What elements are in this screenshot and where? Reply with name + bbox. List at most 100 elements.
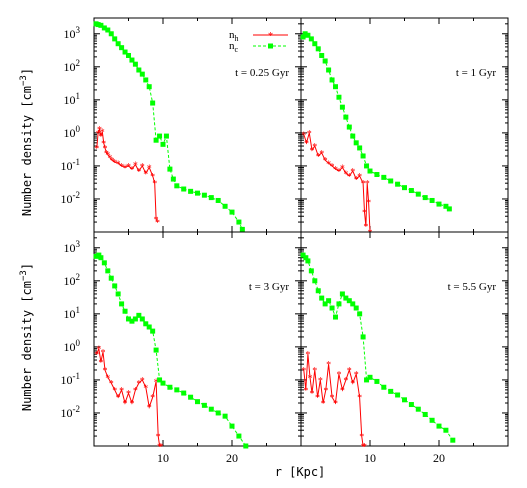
point-cold xyxy=(367,168,373,174)
point-cold xyxy=(443,427,449,433)
point-hot: * xyxy=(109,156,114,167)
point-cold xyxy=(336,94,342,100)
point-cold xyxy=(188,188,194,194)
x-tick-label: 10 xyxy=(157,451,169,465)
point-hot: * xyxy=(143,169,148,180)
point-cold xyxy=(153,347,159,353)
point-hot: * xyxy=(109,379,114,390)
point-cold xyxy=(305,258,311,264)
point-hot: * xyxy=(156,432,161,443)
point-cold xyxy=(122,308,128,314)
point-hot: * xyxy=(310,389,315,400)
point-cold xyxy=(108,275,114,281)
point-cold xyxy=(153,137,159,143)
point-cold xyxy=(322,301,328,307)
point-hot: * xyxy=(133,161,138,172)
point-cold xyxy=(343,114,349,120)
point-hot: * xyxy=(301,130,306,141)
point-cold xyxy=(201,192,207,198)
point-hot: * xyxy=(103,366,108,377)
point-hot: * xyxy=(343,169,348,180)
point-cold xyxy=(308,36,314,42)
point-hot: * xyxy=(104,149,109,160)
point-hot: * xyxy=(147,163,152,174)
point-hot: * xyxy=(357,172,362,183)
point-hot: * xyxy=(340,386,345,397)
y-tick-label: 103 xyxy=(64,239,81,255)
point-cold xyxy=(381,384,387,390)
point-hot: * xyxy=(350,379,355,390)
point-hot: * xyxy=(365,179,370,190)
point-hot: * xyxy=(150,172,155,183)
point-hot: * xyxy=(326,159,331,170)
point-cold xyxy=(343,295,349,301)
point-cold xyxy=(157,377,163,383)
point-cold xyxy=(243,443,249,449)
point-cold xyxy=(160,141,166,147)
panel-annotation: t = 1 Gyr xyxy=(456,67,496,79)
point-cold xyxy=(119,301,125,307)
point-cold xyxy=(339,291,345,297)
point-hot: * xyxy=(323,386,328,397)
panel-annotation: t = 0.25 Gyr xyxy=(235,67,289,79)
point-cold xyxy=(143,321,149,327)
point-cold xyxy=(312,41,318,47)
point-hot: * xyxy=(126,162,131,173)
point-hot: * xyxy=(330,162,335,173)
point-cold xyxy=(101,25,107,31)
point-hot: * xyxy=(100,348,105,359)
point-hot: * xyxy=(323,156,328,167)
series-line-cold xyxy=(302,254,454,441)
point-cold xyxy=(132,61,138,67)
point-hot: * xyxy=(94,144,99,155)
point-cold xyxy=(222,413,228,419)
point-hot: * xyxy=(340,163,345,174)
point-hot: * xyxy=(319,149,324,160)
point-cold xyxy=(302,31,308,37)
point-hot: * xyxy=(336,370,341,381)
point-cold xyxy=(229,209,235,215)
point-cold xyxy=(353,140,359,146)
point-cold xyxy=(139,316,145,322)
point-cold xyxy=(326,67,332,73)
y-tick-label: 101 xyxy=(64,305,81,321)
point-cold xyxy=(350,301,356,307)
legend-label-cold: nc xyxy=(229,40,239,54)
point-hot: * xyxy=(154,215,159,226)
point-cold xyxy=(357,311,363,317)
point-cold xyxy=(333,84,338,90)
point-cold xyxy=(129,318,135,324)
point-hot: * xyxy=(343,376,348,387)
point-cold xyxy=(429,417,435,423)
point-hot: * xyxy=(350,167,355,178)
point-cold xyxy=(101,260,107,266)
point-cold xyxy=(322,58,328,64)
point-cold xyxy=(160,380,166,386)
point-cold xyxy=(188,394,194,400)
point-cold xyxy=(146,324,152,330)
series-line-hot xyxy=(303,354,365,447)
point-hot: * xyxy=(98,132,103,143)
point-cold xyxy=(236,433,242,439)
point-cold xyxy=(333,314,338,320)
series-line-hot xyxy=(96,127,158,223)
point-hot: * xyxy=(96,344,101,355)
point-hot: * xyxy=(347,172,352,183)
point-hot: * xyxy=(105,373,110,384)
point-hot: * xyxy=(101,139,106,150)
point-cold xyxy=(215,410,221,416)
point-cold xyxy=(319,295,325,301)
point-cold xyxy=(174,183,180,189)
point-cold xyxy=(170,176,176,182)
legend: nh * nc xyxy=(229,29,288,54)
panel-bottom-right: 10 20t = 5.5 Gyr*********************** xyxy=(300,231,509,465)
point-hot: * xyxy=(112,158,117,169)
point-cold xyxy=(388,178,394,184)
point-cold xyxy=(305,32,311,38)
y-tick-label: 10-2 xyxy=(61,190,81,206)
x-tick-label: 20 xyxy=(226,451,238,465)
point-hot: * xyxy=(363,222,368,233)
point-hot: * xyxy=(116,159,121,170)
x-tick-label: 10 xyxy=(364,451,376,465)
point-hot: * xyxy=(155,218,160,229)
